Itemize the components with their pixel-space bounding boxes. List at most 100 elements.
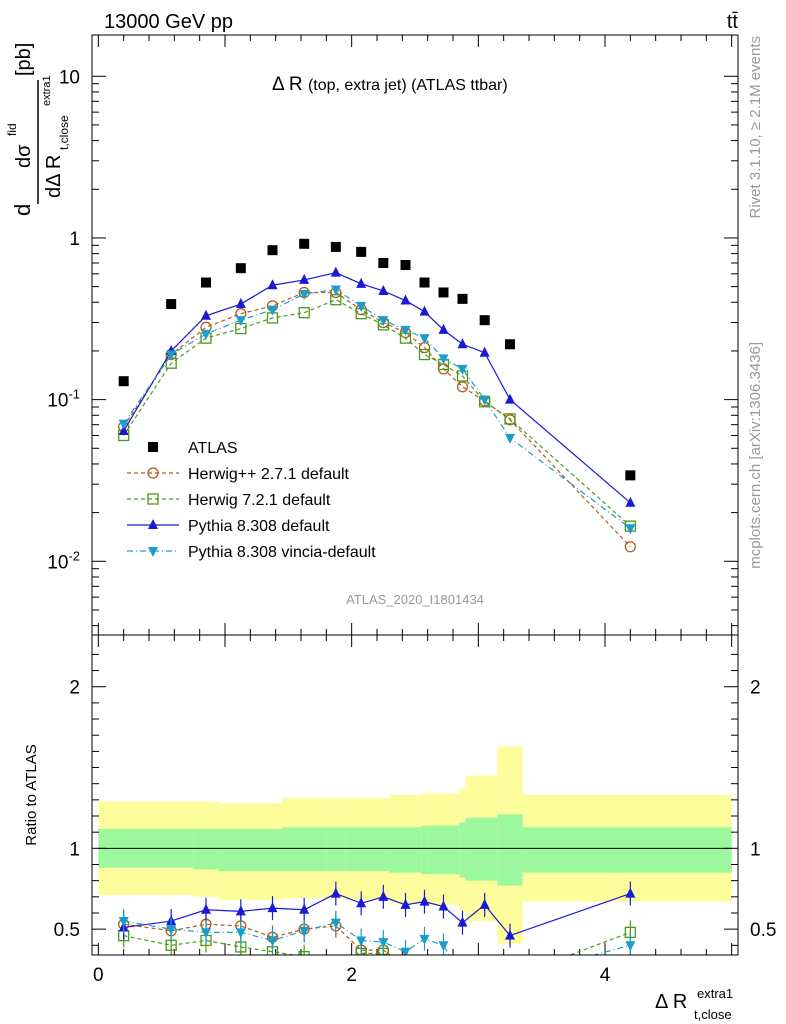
ratio-xtick-label: 0	[93, 965, 104, 986]
series-line-herwig7	[123, 299, 631, 527]
ratio-point-pythia	[235, 905, 246, 916]
ratio-point-herwig7	[298, 950, 310, 955]
point-atlas	[378, 257, 389, 268]
ratio-point-herwig7	[458, 973, 468, 983]
ylabel-numerator: dσ	[13, 144, 35, 168]
ratio-point-vincia	[235, 928, 246, 939]
main-ytick-label: 1	[69, 229, 80, 250]
point-vincia	[356, 301, 367, 312]
ratio-point-vincia	[201, 928, 211, 939]
band-inner-bin	[218, 828, 263, 871]
band-inner-bin	[389, 827, 422, 873]
ratio-point-herwig7	[331, 961, 341, 971]
ratio-frame	[91, 634, 739, 956]
ratio-ytick-label-left: 2	[69, 678, 80, 699]
ratio-panel: 0.5 0.5 1 1 2 2 0 2 4 Ratio to ATLAS Δ R t,close…	[23, 634, 776, 1022]
point-atlas	[166, 299, 177, 310]
point-atlas	[625, 470, 636, 481]
point-pythia	[235, 298, 246, 309]
legend-marker-vincia	[148, 547, 158, 557]
ratio-point-pythia	[299, 903, 310, 914]
main-axis-ticks: 10-2 10-1 1 10	[47, 35, 738, 635]
point-vincia	[438, 354, 449, 365]
ratio-point-herwig7	[505, 973, 515, 983]
point-atlas	[356, 246, 367, 257]
point-atlas	[438, 287, 449, 298]
point-vincia	[419, 334, 430, 345]
band-inner-bin	[282, 827, 327, 871]
point-pythia	[267, 279, 278, 290]
ratio-line-herwigpp	[123, 923, 392, 955]
band-inner-bin	[326, 827, 346, 871]
legend-marker-pythia	[148, 519, 158, 529]
band-inner-bin	[522, 827, 732, 873]
point-pythia	[378, 284, 389, 295]
point-atlas	[235, 263, 246, 274]
point-vincia	[505, 433, 515, 444]
band-inner-bin	[421, 825, 428, 875]
ratio-point-vincia	[480, 974, 490, 984]
point-pythia	[438, 323, 449, 334]
point-atlas	[118, 376, 129, 387]
main-ytick-label: 10-2	[47, 548, 80, 573]
ratio-ytick-label-left: 1	[69, 839, 80, 860]
ratio-point-herwig7	[480, 973, 490, 983]
point-pythia	[299, 273, 310, 284]
point-herwigpp	[456, 381, 469, 393]
band-inner-bin	[465, 817, 498, 881]
ratio-point-pythia	[419, 895, 430, 906]
ratio-point-herwigpp	[458, 973, 468, 983]
main-ytick-label: 10	[59, 67, 80, 88]
ratio-point-pythia	[330, 887, 341, 898]
ratio-point-pythia	[479, 898, 490, 909]
legend-marker-herwig7	[147, 493, 159, 505]
point-pythia	[457, 338, 468, 349]
point-pythia	[330, 266, 341, 277]
legend-marker-herwigpp	[147, 467, 159, 479]
band-inner-bin	[459, 822, 466, 878]
ratio-ylabel: Ratio to ATLAS	[23, 744, 40, 845]
ratio-point-pythia	[505, 929, 515, 940]
point-vincia	[625, 524, 636, 535]
ratio-point-herwig7	[420, 973, 430, 983]
analysis-watermark: ATLAS_2020_I1801434	[346, 592, 484, 607]
point-atlas	[267, 245, 278, 256]
ratio-point-pythia	[400, 898, 411, 909]
ratio-point-vincia	[299, 926, 310, 937]
main-ylabel: d dσ fid dΔ R t,close extra1 [pb]	[5, 43, 71, 216]
point-pythia	[505, 393, 515, 404]
ratio-point-pythia	[438, 900, 449, 911]
ratio-point-vincia	[330, 918, 341, 929]
band-inner-bin	[377, 827, 390, 871]
ratio-point-vincia	[356, 936, 367, 947]
main-title: Δ R (top, extra jet) (ATLAS ttbar)	[272, 74, 508, 95]
band-inner-bin	[497, 814, 523, 886]
ratio-point-vincia	[625, 941, 636, 952]
ratio-point-vincia	[419, 934, 430, 945]
ratio-point-vincia	[458, 974, 468, 984]
ratio-line-vincia	[123, 920, 631, 955]
ratio-data-marks	[118, 881, 636, 984]
point-vincia	[267, 305, 278, 316]
ratio-xtick-label: 2	[346, 965, 357, 986]
point-vincia	[330, 285, 341, 296]
header-process-label: tt̄	[727, 11, 739, 33]
series-line-herwigpp	[123, 291, 631, 548]
ratio-xtick-label: 4	[600, 965, 611, 986]
legend-label-herwigpp: Herwig++ 2.7.1 default	[188, 466, 350, 483]
point-atlas	[299, 238, 310, 249]
ratio-point-pythia	[267, 902, 278, 913]
ylabel-d: d	[10, 204, 35, 216]
main-data-marks	[118, 238, 636, 553]
ylabel-denominator-sup: extra1	[41, 75, 53, 106]
ylabel-denominator: dΔ R	[43, 155, 65, 198]
ratio-point-pythia	[356, 897, 367, 908]
ratio-point-vincia	[166, 925, 177, 936]
point-atlas	[505, 339, 515, 350]
legend: ATLAS Herwig++ 2.7.1 default Herwig 7.2.1 …	[127, 440, 376, 561]
ratio-line-herwig7	[123, 931, 631, 955]
point-herwig7	[504, 413, 516, 425]
point-pythia	[356, 277, 367, 288]
ratio-point-vincia	[400, 947, 411, 955]
point-pythia	[419, 305, 430, 316]
